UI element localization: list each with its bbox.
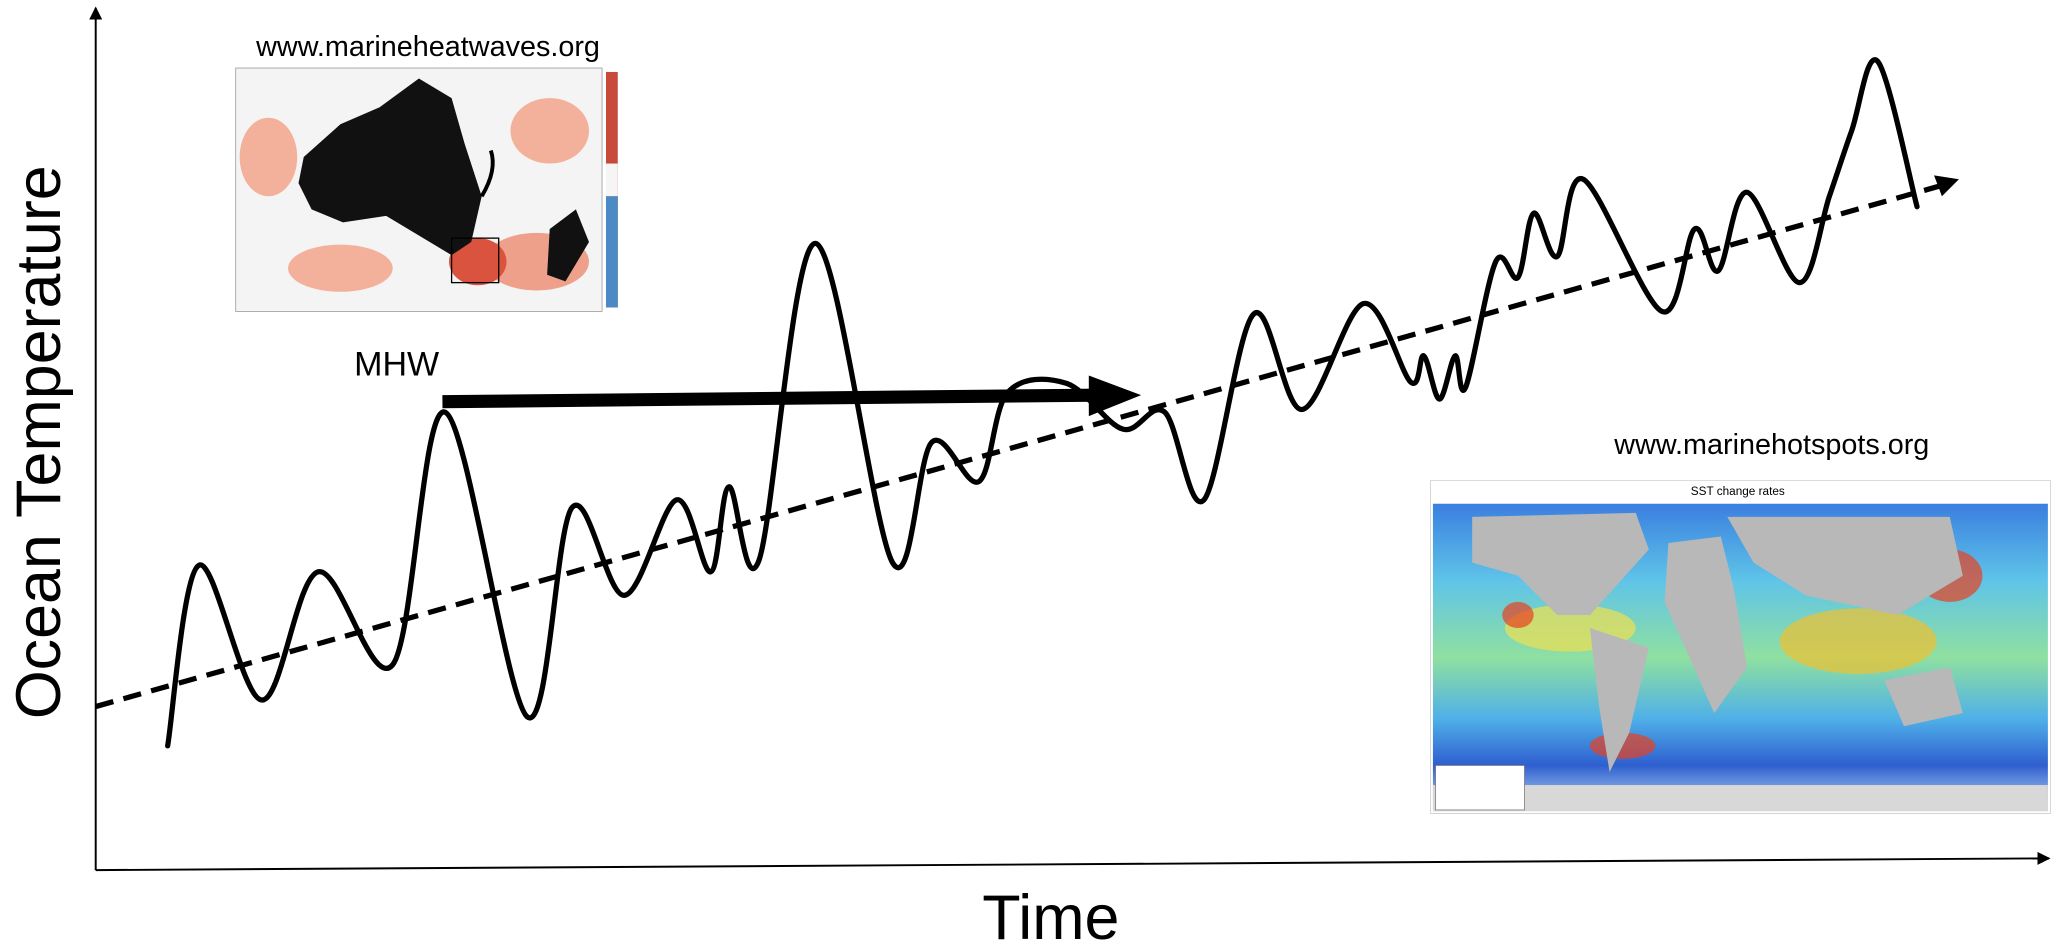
mhw-arrowhead bbox=[1089, 376, 1141, 417]
page: Ocean Temperature Time MHW www.marinehea… bbox=[0, 0, 2052, 946]
mhw-label: MHW bbox=[354, 345, 439, 383]
inset-source: www.marinehotspots.org bbox=[1613, 429, 1929, 461]
heatwave-map bbox=[236, 68, 618, 311]
inset-title: SST change rates bbox=[1691, 485, 1785, 498]
x-axis bbox=[96, 858, 2049, 870]
hotspots-map bbox=[1430, 480, 2050, 814]
y-axis-label: Ocean Temperature bbox=[4, 165, 74, 719]
inset-source: www.marineheatwaves.org bbox=[255, 31, 600, 63]
x-axis-label: Time bbox=[982, 883, 1119, 946]
mhw-arrow bbox=[442, 395, 1096, 402]
diagram: Ocean Temperature Time MHW www.marinehea… bbox=[0, 0, 2052, 946]
